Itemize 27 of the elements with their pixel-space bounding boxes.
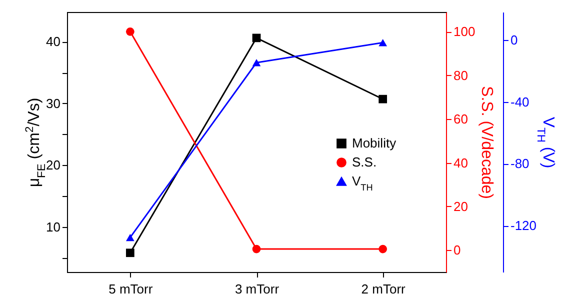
y-tick-label: 40 (46, 34, 60, 50)
legend-label: Mobility (352, 136, 397, 150)
y3-tick-label: -40 (510, 94, 530, 110)
legend-label: S.S. (352, 154, 377, 170)
y2-axis-title: S.S. (V/decade) (478, 86, 496, 199)
x-tick-label: 2 mTorr (361, 282, 406, 296)
y3-tick-label: -120 (510, 218, 537, 234)
y2-tick-label: 80 (454, 68, 468, 83)
point (252, 58, 261, 66)
y3-tick-label: -80 (510, 156, 530, 172)
point (378, 94, 388, 104)
y-tick-label: 10 (46, 219, 60, 234)
point (126, 234, 134, 242)
legend-label: V$_{TH}$ (352, 174, 373, 192)
y3-tick-label: 0 (510, 32, 518, 48)
x-tick-label: 5 mTorr (108, 282, 154, 296)
y-tick-label: 20 (46, 158, 60, 173)
y2-tick-label: 20 (454, 198, 468, 214)
y2-tick-label: 100 (454, 24, 476, 40)
y-tick-label: 30 (46, 96, 60, 111)
y2-tick-label: 0 (454, 242, 461, 258)
y2-tick-label: 60 (454, 112, 468, 127)
x-tick-label: 3 mTorr (234, 282, 280, 296)
y2-tick-label: 40 (454, 155, 468, 170)
point (252, 34, 261, 42)
point (378, 39, 388, 46)
point (126, 248, 134, 258)
